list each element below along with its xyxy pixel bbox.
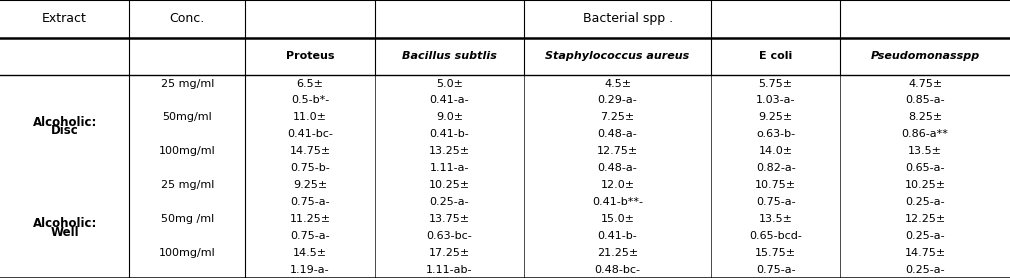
Text: 10.25±: 10.25± [429, 180, 470, 190]
Text: 50mg /ml: 50mg /ml [161, 214, 214, 224]
Text: 0.75-a-: 0.75-a- [290, 231, 330, 241]
Text: 17.25±: 17.25± [429, 248, 470, 258]
Text: 0.63-bc-: 0.63-bc- [426, 231, 473, 241]
Text: 1.11-ab-: 1.11-ab- [426, 265, 473, 275]
Text: Proteus: Proteus [286, 51, 334, 61]
Text: Extract: Extract [42, 12, 87, 25]
Text: 0.25-a-: 0.25-a- [905, 197, 945, 207]
Text: E coli: E coli [760, 51, 792, 61]
Text: 1.03-a-: 1.03-a- [755, 95, 796, 105]
Text: Disc: Disc [50, 124, 79, 137]
Text: 1.11-a-: 1.11-a- [429, 163, 470, 173]
Text: 11.0±: 11.0± [293, 112, 327, 122]
Text: 100mg/ml: 100mg/ml [159, 248, 216, 258]
Text: 0.41-b-: 0.41-b- [429, 129, 470, 139]
Text: 12.25±: 12.25± [905, 214, 945, 224]
Text: 0.25-a-: 0.25-a- [905, 265, 945, 275]
Text: Staphylococcus aureus: Staphylococcus aureus [545, 51, 690, 61]
Text: 15.75±: 15.75± [755, 248, 796, 258]
Text: 14.5±: 14.5± [293, 248, 327, 258]
Text: 0.25-a-: 0.25-a- [429, 197, 470, 207]
Text: Alcoholic:: Alcoholic: [32, 116, 97, 128]
Text: 14.75±: 14.75± [905, 248, 945, 258]
Text: 13.5±: 13.5± [908, 146, 942, 156]
Text: 8.25±: 8.25± [908, 112, 942, 122]
Text: 0.29-a-: 0.29-a- [598, 95, 637, 105]
Text: 9.25±: 9.25± [759, 112, 793, 122]
Text: 13.25±: 13.25± [429, 146, 470, 156]
Text: 50mg/ml: 50mg/ml [163, 112, 212, 122]
Text: 25 mg/ml: 25 mg/ml [161, 180, 214, 190]
Text: o.63-b-: o.63-b- [756, 129, 795, 139]
Text: 0.86-a**: 0.86-a** [902, 129, 948, 139]
Text: 12.75±: 12.75± [597, 146, 638, 156]
Text: 0.75-a-: 0.75-a- [755, 197, 796, 207]
Text: 9.0±: 9.0± [436, 112, 463, 122]
Text: 10.25±: 10.25± [905, 180, 945, 190]
Text: 0.48-bc-: 0.48-bc- [595, 265, 640, 275]
Text: 0.85-a-: 0.85-a- [905, 95, 945, 105]
Text: 0.41-b-: 0.41-b- [598, 231, 637, 241]
Text: Bacterial spp .: Bacterial spp . [583, 12, 673, 25]
Text: 13.5±: 13.5± [759, 214, 793, 224]
Text: Conc.: Conc. [170, 12, 205, 25]
Text: 14.75±: 14.75± [290, 146, 330, 156]
Text: 0.25-a-: 0.25-a- [905, 231, 945, 241]
Text: 0.65-a-: 0.65-a- [905, 163, 945, 173]
Text: 10.75±: 10.75± [755, 180, 796, 190]
Text: 12.0±: 12.0± [601, 180, 634, 190]
Text: 5.75±: 5.75± [759, 78, 793, 88]
Text: 5.0±: 5.0± [436, 78, 463, 88]
Text: 100mg/ml: 100mg/ml [159, 146, 216, 156]
Text: Well: Well [50, 225, 79, 239]
Text: 11.25±: 11.25± [290, 214, 330, 224]
Text: 13.75±: 13.75± [429, 214, 470, 224]
Text: 0.75-a-: 0.75-a- [290, 197, 330, 207]
Text: 7.25±: 7.25± [601, 112, 634, 122]
Text: 0.75-a-: 0.75-a- [755, 265, 796, 275]
Text: 0.41-a-: 0.41-a- [429, 95, 470, 105]
Text: 9.25±: 9.25± [293, 180, 327, 190]
Text: 0.48-a-: 0.48-a- [598, 163, 637, 173]
Text: 0.41-b**-: 0.41-b**- [592, 197, 643, 207]
Text: 14.0±: 14.0± [759, 146, 793, 156]
Text: 21.25±: 21.25± [597, 248, 638, 258]
Text: 0.41-bc-: 0.41-bc- [287, 129, 333, 139]
Text: 15.0±: 15.0± [601, 214, 634, 224]
Text: 25 mg/ml: 25 mg/ml [161, 78, 214, 88]
Text: 0.75-b-: 0.75-b- [290, 163, 330, 173]
Text: Pseudomonasspp: Pseudomonasspp [871, 51, 980, 61]
Text: 1.19-a-: 1.19-a- [290, 265, 330, 275]
Text: 4.75±: 4.75± [908, 78, 942, 88]
Text: 6.5±: 6.5± [297, 78, 323, 88]
Text: 0.48-a-: 0.48-a- [598, 129, 637, 139]
Text: Alcoholic:: Alcoholic: [32, 217, 97, 230]
Text: 0.82-a-: 0.82-a- [755, 163, 796, 173]
Text: 4.5±: 4.5± [604, 78, 631, 88]
Text: 0.5-b*-: 0.5-b*- [291, 95, 329, 105]
Text: 0.65-bcd-: 0.65-bcd- [749, 231, 802, 241]
Text: Bacillus subtlis: Bacillus subtlis [402, 51, 497, 61]
